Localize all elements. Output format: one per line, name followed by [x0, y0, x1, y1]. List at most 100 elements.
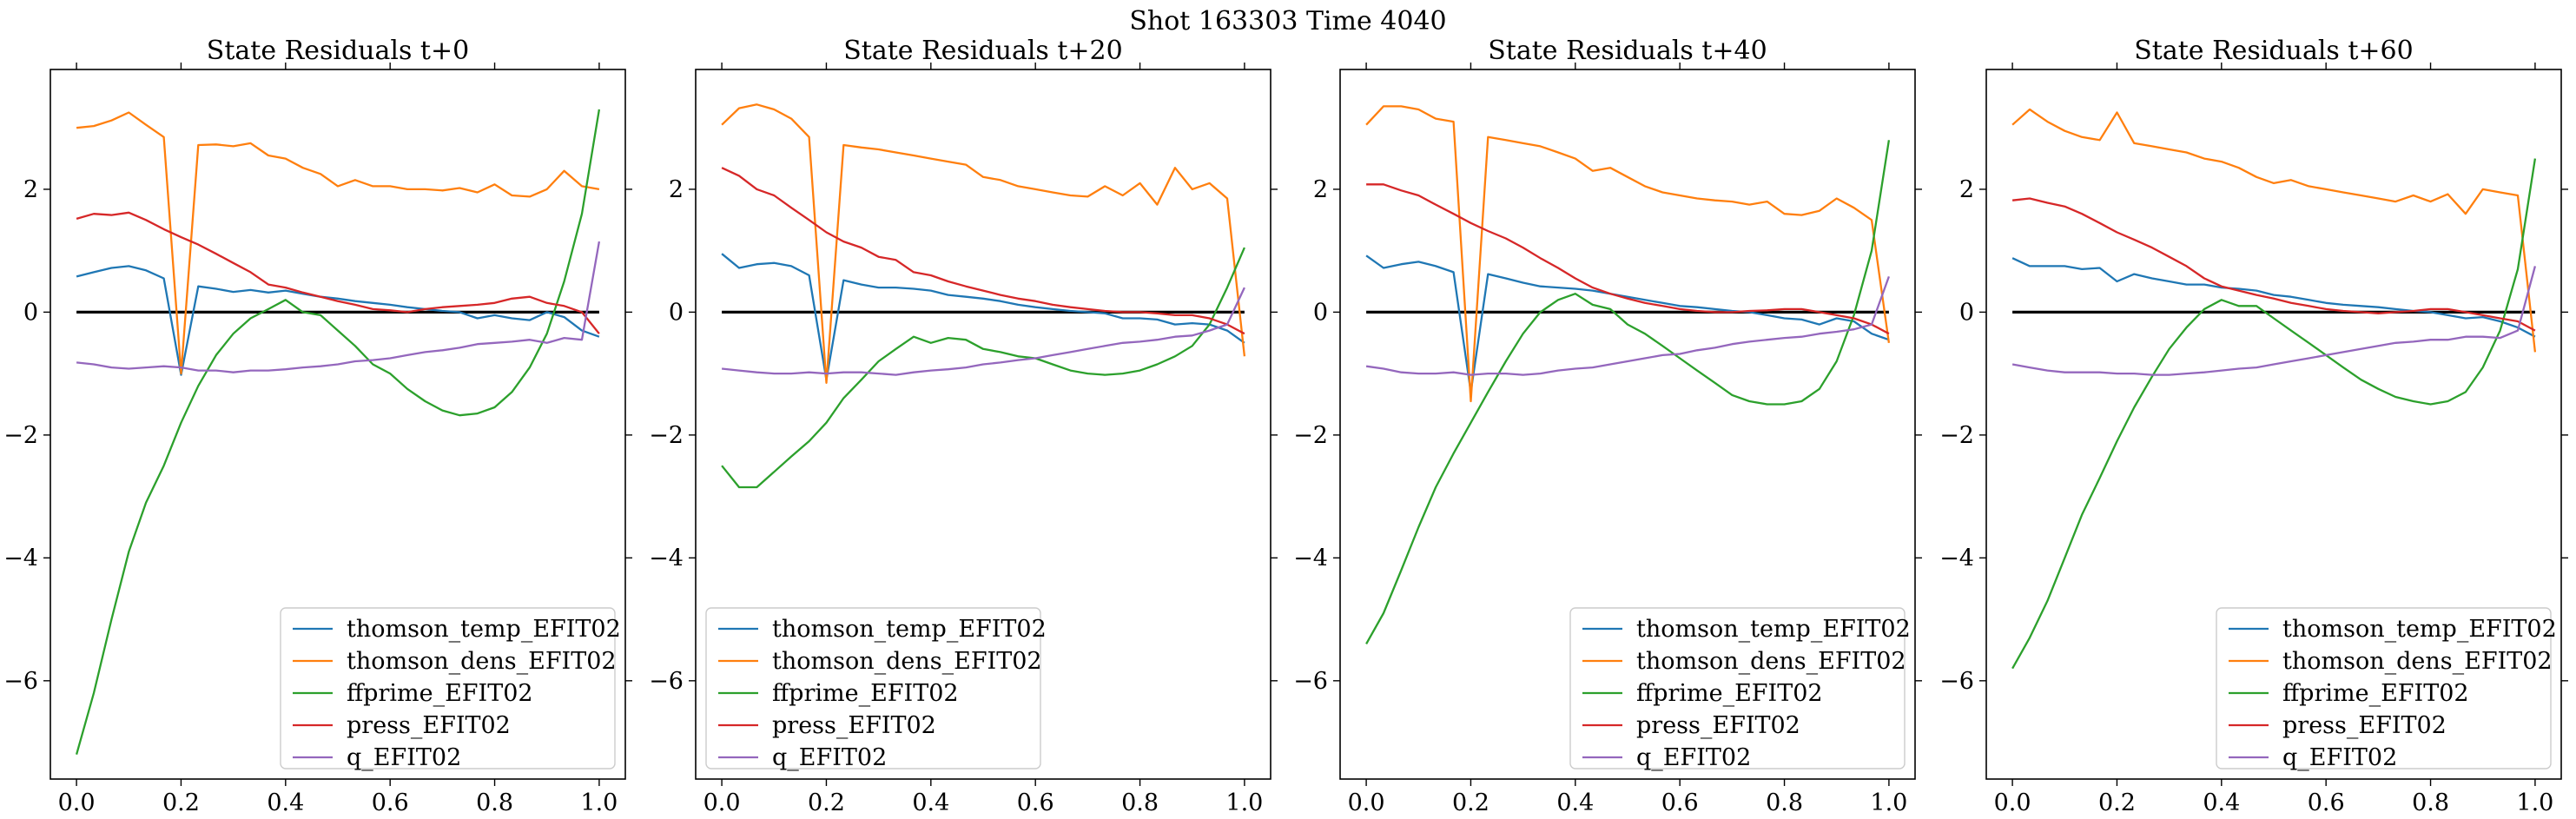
x-tick-label: 0.0: [1348, 789, 1385, 816]
series-line-press-efit02: [2011, 197, 2536, 332]
series-line-press-efit02: [76, 211, 600, 334]
legend-label: q_EFIT02: [347, 744, 461, 771]
y-tick-label: −2: [1939, 422, 1974, 449]
legend-label: press_EFIT02: [772, 712, 936, 739]
series-line-q-efit02: [2011, 266, 2537, 376]
series-line-press-efit02: [721, 167, 1245, 335]
legend: thomson_temp_EFIT02 thomson_dens_EFIT02ff…: [705, 607, 1047, 771]
legend-box: [280, 607, 616, 769]
x-tick-label: 0.2: [162, 789, 200, 816]
legend-box: [705, 607, 1041, 769]
x-tick-label: 0.6: [372, 789, 409, 816]
x-tick-label: 0.0: [703, 789, 741, 816]
subplot-title: State Residuals t+0: [207, 36, 469, 66]
y-tick-label: −2: [3, 422, 38, 449]
legend-label: thomson_dens_EFIT02: [2282, 648, 2553, 675]
subplot-title: State Residuals t+20: [843, 36, 1122, 66]
y-tick-label: −2: [649, 422, 684, 449]
series-line-thomson-temp-efit02: [721, 253, 1245, 381]
figure-suptitle: Shot 163303 Time 4040: [1129, 6, 1446, 36]
subplot-3: State Residuals t+40 0.0 0.2 0.4 0.6 0.8 1.0 −6…: [1293, 36, 1922, 816]
y-tick-label: −6: [1293, 668, 1328, 695]
y-tick-label: −4: [3, 545, 38, 571]
y-tick-label: 2: [23, 176, 38, 203]
series-line-thomson-temp-efit02: [2011, 257, 2536, 338]
legend-label: thomson_dens_EFIT02: [347, 648, 617, 675]
axes-frame: [1339, 69, 1916, 780]
series-line-q-efit02: [76, 241, 601, 373]
y-tick-label: 2: [1959, 176, 1974, 203]
x-tick-label: 0.8: [476, 789, 513, 816]
legend-label: q_EFIT02: [2282, 744, 2397, 771]
y-tick-label: −2: [1293, 422, 1328, 449]
x-tick-label: 0.2: [1452, 789, 1489, 816]
legend-label: q_EFIT02: [772, 744, 887, 771]
x-tick-label: 0.2: [2098, 789, 2136, 816]
series-line-ffprime-efit02: [75, 109, 601, 756]
series-line-thomson-temp-efit02: [1365, 254, 1890, 393]
y-tick-label: −4: [1939, 545, 1974, 571]
x-tick-label: 1.0: [1870, 789, 1907, 816]
x-tick-label: 0.4: [267, 789, 304, 816]
series-line-q-efit02: [1365, 276, 1890, 376]
legend-label: thomson_dens_EFIT02: [1636, 648, 1906, 675]
x-tick-label: 1.0: [1225, 789, 1263, 816]
legend-label: ffprime_EFIT02: [2282, 680, 2469, 707]
x-tick-label: 0.8: [1766, 789, 1803, 816]
subplot-title: State Residuals t+40: [1488, 36, 1767, 66]
x-tick-label: 0.4: [912, 789, 949, 816]
y-tick-label: 2: [669, 176, 684, 203]
subplot-title: State Residuals t+60: [2134, 36, 2413, 66]
x-tick-label: 0.0: [1994, 789, 2031, 816]
legend-label: thomson_dens_EFIT02: [772, 648, 1042, 675]
legend-box: [2216, 607, 2552, 769]
legend-label: ffprime_EFIT02: [347, 680, 533, 707]
x-tick-label: 0.6: [1017, 789, 1054, 816]
subplot-4: State Residuals t+60 0.0 0.2 0.4 0.6 0.8 1.0 −6…: [1939, 36, 2568, 816]
legend-label: thomson_temp_EFIT02: [347, 616, 621, 643]
legend: thomson_temp_EFIT02 thomson_dens_EFIT02ff…: [280, 607, 621, 771]
x-tick-label: 1.0: [580, 789, 618, 816]
series-line-ffprime-efit02: [721, 247, 1245, 489]
series-line-thomson-dens-efit02: [1365, 105, 1891, 403]
axes-frame: [50, 69, 626, 780]
legend-label: thomson_temp_EFIT02: [1636, 616, 1911, 643]
x-tick-label: 0.4: [1556, 789, 1594, 816]
series-line-ffprime-efit02: [2011, 158, 2537, 670]
legend-label: ffprime_EFIT02: [1636, 680, 1823, 707]
legend-box: [1569, 607, 1906, 769]
y-tick-label: −4: [649, 545, 684, 571]
series-line-thomson-dens-efit02: [76, 111, 600, 375]
legend: thomson_temp_EFIT02 thomson_dens_EFIT02ff…: [1569, 607, 1911, 771]
y-tick-label: −6: [1939, 668, 1974, 695]
y-tick-label: 0: [1959, 299, 1974, 326]
subplot-2: State Residuals t+20 0.0 0.2 0.4 0.6 0.8 1.0 −6…: [649, 36, 1278, 816]
y-tick-label: 0: [23, 299, 38, 326]
x-tick-label: 0.4: [2203, 789, 2240, 816]
series-line-thomson-dens-efit02: [2011, 108, 2537, 353]
legend-label: ffprime_EFIT02: [772, 680, 959, 707]
legend-label: q_EFIT02: [1636, 744, 1751, 771]
legend-label: press_EFIT02: [347, 712, 511, 739]
subplot-1: State Residuals t+0 0.0 0.2 0.4 0.6 0.8 1.0 −6 −…: [3, 36, 632, 816]
series-line-thomson-dens-efit02: [721, 103, 1246, 384]
y-tick-label: 0: [669, 299, 684, 326]
legend-label: thomson_temp_EFIT02: [2282, 616, 2557, 643]
legend-label: press_EFIT02: [1636, 712, 1800, 739]
x-tick-label: 0.2: [808, 789, 845, 816]
y-tick-label: 2: [1313, 176, 1328, 203]
x-tick-label: 1.0: [2516, 789, 2553, 816]
legend: thomson_temp_EFIT02 thomson_dens_EFIT02ff…: [2216, 607, 2557, 771]
series-line-q-efit02: [721, 287, 1245, 376]
y-tick-label: −6: [649, 668, 684, 695]
series-line-press-efit02: [1366, 183, 1890, 335]
legend-label: press_EFIT02: [2282, 712, 2447, 739]
y-tick-label: −4: [1293, 545, 1328, 571]
axes-frame: [1985, 69, 2562, 780]
x-tick-label: 0.8: [1121, 789, 1159, 816]
y-tick-label: −6: [3, 668, 38, 695]
x-tick-label: 0.6: [1661, 789, 1699, 816]
x-tick-label: 0.8: [2412, 789, 2449, 816]
y-tick-label: 0: [1313, 299, 1328, 326]
